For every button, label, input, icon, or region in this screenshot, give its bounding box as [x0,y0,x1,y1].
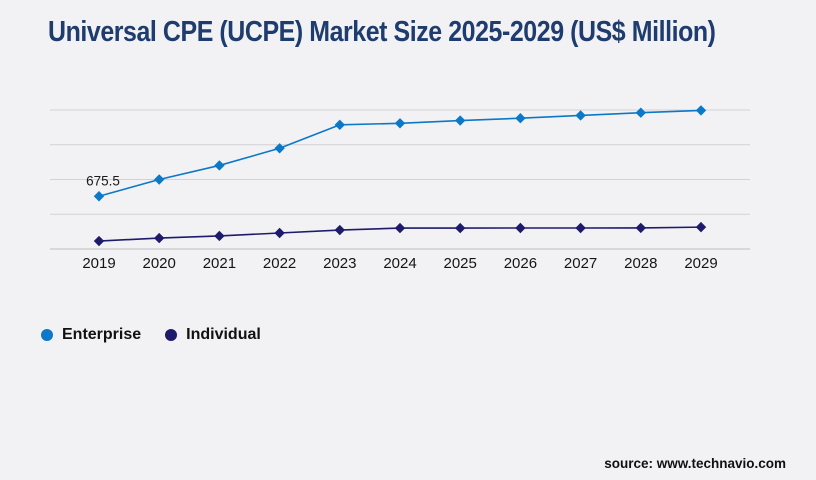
enterprise-point-2020 [154,174,165,185]
data-label-enterprise-2019: 675.5 [86,173,120,188]
legend-label-individual: Individual [186,326,261,343]
x-tick-label-2022: 2022 [263,255,296,272]
individual-point-2024 [394,222,406,234]
individual-point-2025 [455,222,466,234]
source-credit: source: www.technavio.com [604,456,786,471]
individual-point-2021 [214,230,225,242]
individual-series-dot-icon [165,329,178,341]
legend-item-enterprise: Enterprise [41,326,141,344]
x-tick-label-2027: 2027 [564,255,597,272]
enterprise-point-2019 [93,191,105,202]
individual-point-2023 [334,224,345,236]
enterprise-point-2025 [455,115,466,126]
individual-point-2026 [515,222,526,234]
x-tick-label-2023: 2023 [323,255,356,272]
chart-legend: Enterprise Individual [41,326,261,344]
x-tick-label-2019: 2019 [82,255,115,272]
individual-point-2020 [154,232,165,244]
x-tick-label-2021: 2021 [203,255,236,272]
enterprise-point-2027 [575,110,586,121]
enterprise-point-2023 [334,119,345,131]
enterprise-point-2021 [214,160,225,171]
chart-title: Universal CPE (UCPE) Market Size 2025-20… [48,16,716,48]
enterprise-point-2026 [515,112,526,124]
enterprise-point-2022 [274,143,285,154]
legend-item-individual: Individual [165,326,261,344]
x-tick-label-2024: 2024 [383,255,416,272]
enterprise-point-2029 [695,105,707,116]
x-tick-label-2020: 2020 [143,255,176,272]
individual-point-2027 [575,222,586,234]
enterprise-series-dot-icon [41,329,53,341]
individual-point-2028 [635,222,646,234]
legend-label-enterprise: Enterprise [62,326,142,343]
x-tick-label-2026: 2026 [504,255,537,272]
x-tick-label-2025: 2025 [444,255,477,272]
x-tick-label-2028: 2028 [624,255,657,272]
enterprise-point-2028 [635,107,646,118]
enterprise-point-2024 [394,118,406,129]
individual-point-2029 [695,221,707,233]
x-tick-label-2029: 2029 [684,255,717,272]
individual-point-2022 [274,227,285,239]
individual-point-2019 [93,235,105,247]
